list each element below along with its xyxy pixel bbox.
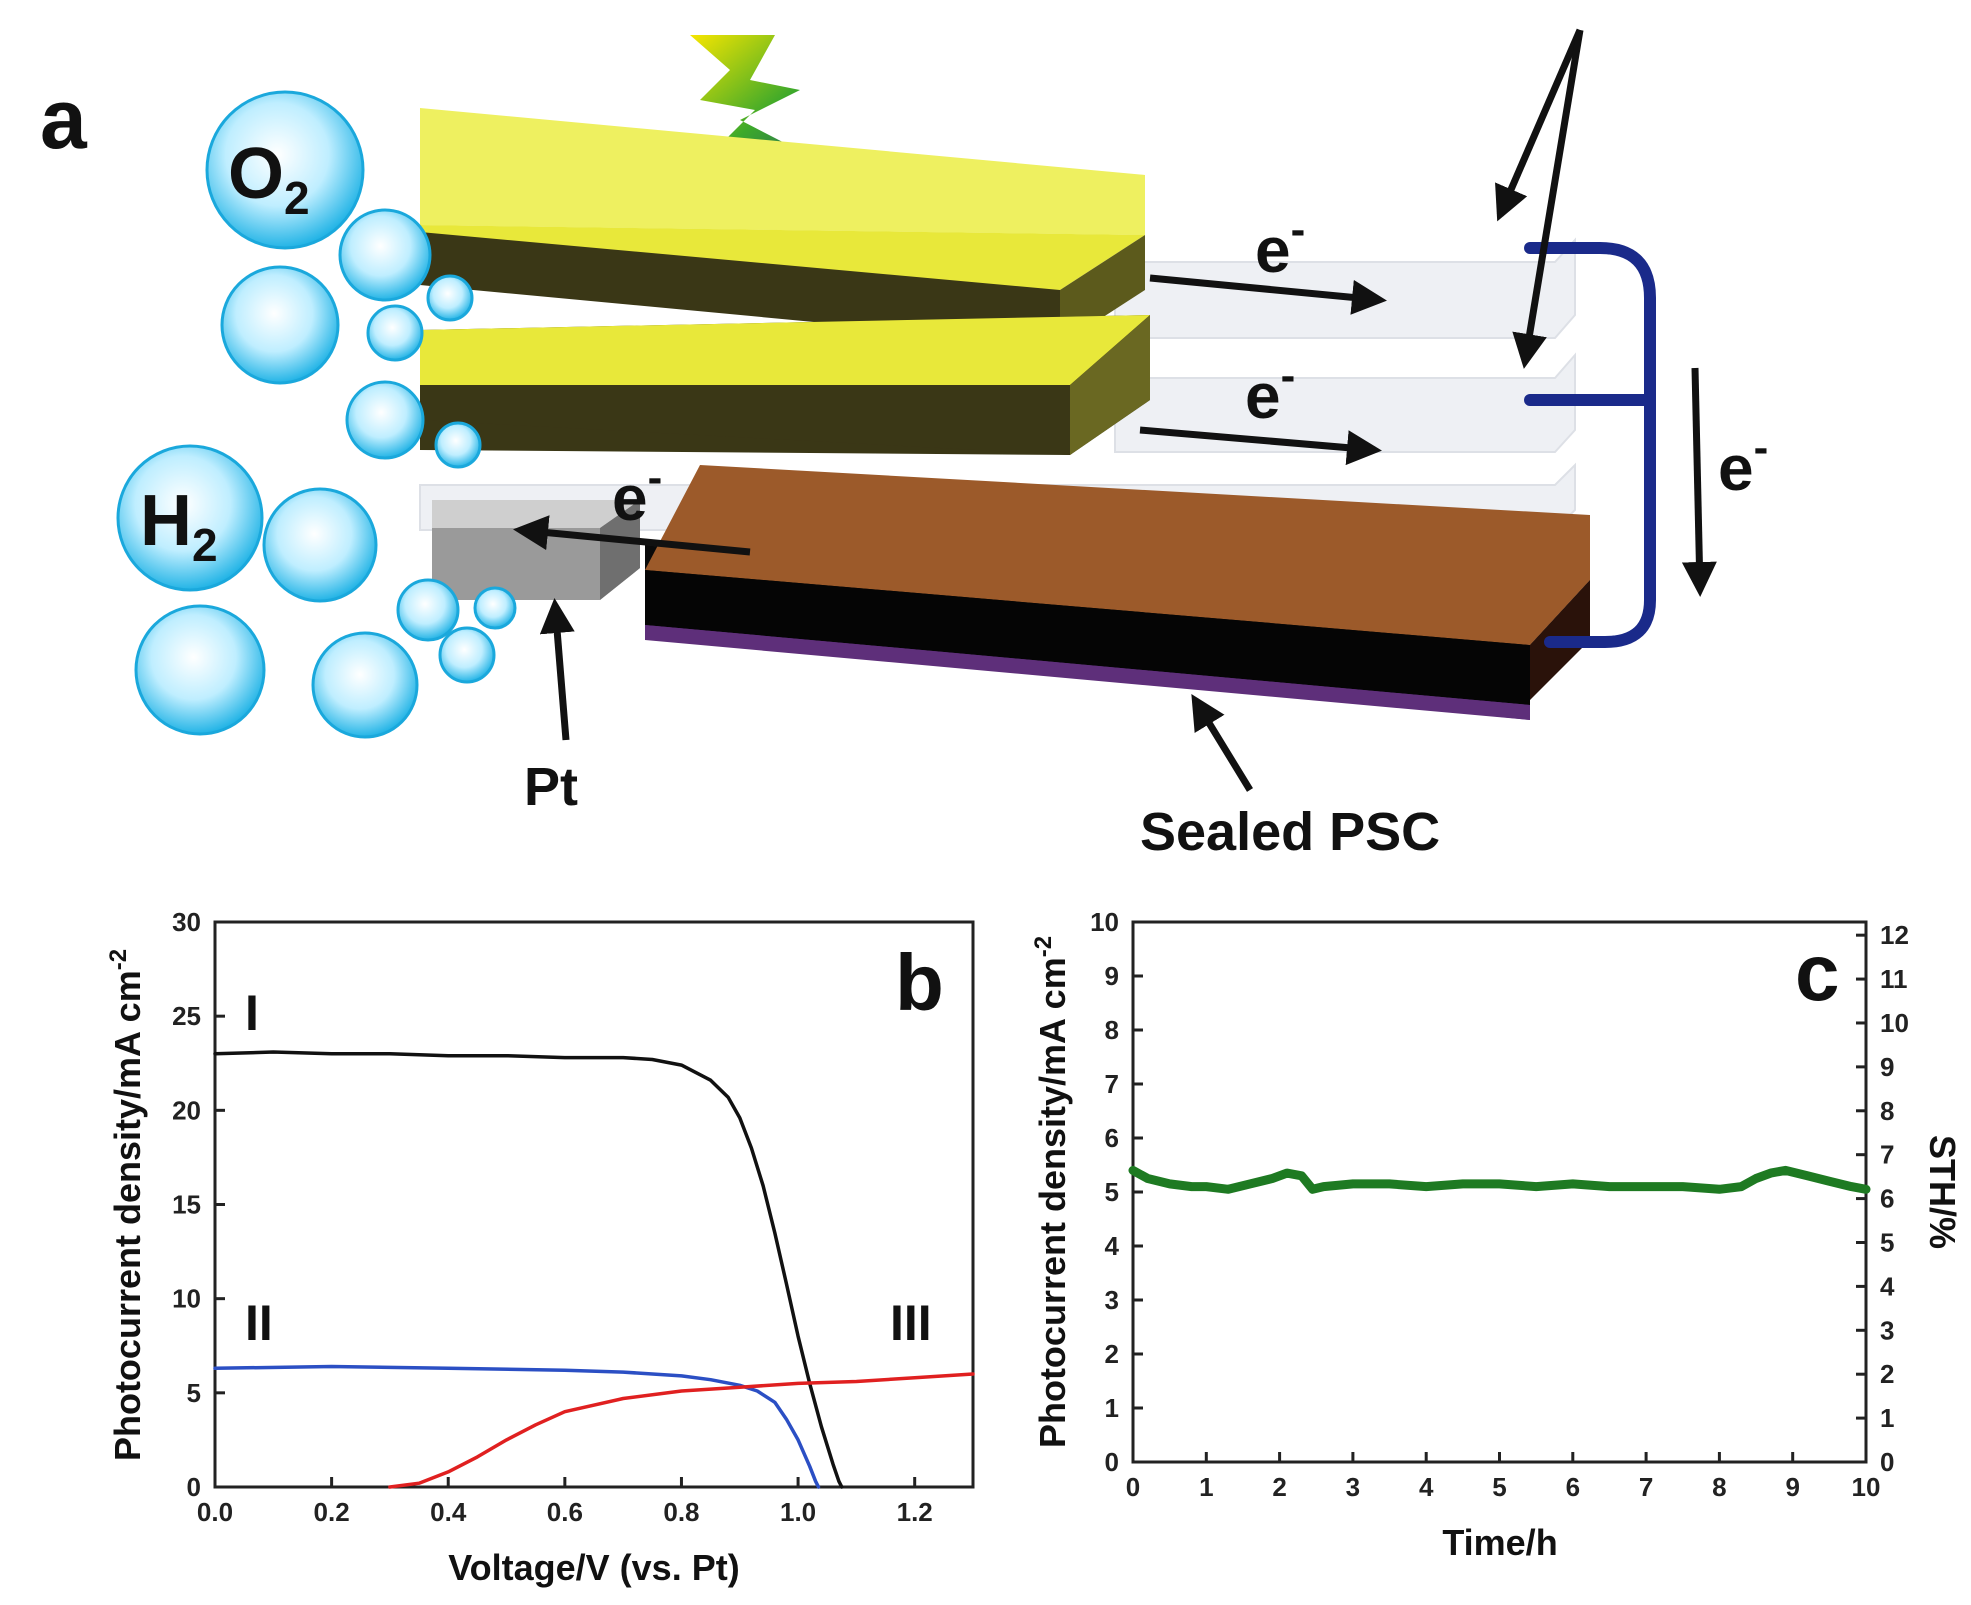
x-tick-label: 1 <box>1199 1472 1213 1502</box>
x-tick-label: 0.0 <box>197 1497 233 1527</box>
photoanode-top <box>420 108 1145 345</box>
lightning-bolt-icon <box>690 35 880 192</box>
panel-c-series <box>1128 1165 1871 1194</box>
y-tick-label: 0 <box>1105 1447 1119 1477</box>
h2-label: H2 <box>140 481 218 571</box>
y-right-tick-label: 2 <box>1880 1359 1894 1389</box>
x-tick-label: 0 <box>1126 1472 1140 1502</box>
y-tick-label: 9 <box>1105 961 1119 991</box>
y-right-tick-label: 9 <box>1880 1052 1894 1082</box>
panel-c-ylabel: Photocurrent density/mA cm-2 <box>1030 936 1073 1448</box>
y-right-tick-label: 1 <box>1880 1403 1894 1433</box>
sealed-psc <box>645 465 1590 720</box>
x-tick-label: 0.8 <box>663 1497 699 1527</box>
x-tick-label: 6 <box>1566 1472 1580 1502</box>
h2-bubble <box>116 444 264 592</box>
electron-arrows <box>513 28 1717 792</box>
y-right-tick-label: 10 <box>1880 1008 1909 1038</box>
y-tick-label: 5 <box>1105 1177 1119 1207</box>
y-right-tick-label: 12 <box>1880 920 1909 950</box>
x-tick-label: 10 <box>1852 1472 1881 1502</box>
y-right-tick-label: 8 <box>1880 1096 1894 1126</box>
y-tick-label: 15 <box>172 1190 201 1220</box>
series-line-0 <box>1128 1165 1871 1194</box>
y-right-tick-label: 0 <box>1880 1447 1894 1477</box>
y-right-tick-label: 5 <box>1880 1227 1894 1257</box>
panel-b-ylabel: Photocurrent density/mA cm-2 <box>105 949 148 1461</box>
external-wire <box>1524 242 1656 648</box>
y-tick-label: 10 <box>1090 907 1119 937</box>
x-tick-label: 0.4 <box>430 1497 467 1527</box>
panel-b-letter: b <box>895 938 944 1027</box>
x-tick-label: 5 <box>1492 1472 1506 1502</box>
y-right-tick-label: 3 <box>1880 1315 1894 1345</box>
panel-b-series <box>213 1050 975 1489</box>
x-tick-label: 8 <box>1712 1472 1726 1502</box>
y-tick-label: 2 <box>1105 1339 1119 1369</box>
panel-b-xlabel: Voltage/V (vs. Pt) <box>448 1547 739 1588</box>
panel-c-ylabel-right: STH/% <box>1922 1135 1963 1249</box>
x-tick-label: 9 <box>1785 1472 1799 1502</box>
panel-c-letter: c <box>1795 928 1840 1017</box>
glass-electrode-middle <box>1114 352 1576 453</box>
y-tick-label: 25 <box>172 1001 201 1031</box>
gas-bubbles <box>116 90 517 739</box>
y-tick-label: 10 <box>172 1284 201 1314</box>
series-label-I: I <box>245 985 259 1041</box>
series-line-0 <box>213 1050 844 1489</box>
series-label-II: II <box>245 1295 273 1351</box>
series-line-2 <box>388 1372 975 1489</box>
x-tick-label: 1.2 <box>897 1497 933 1527</box>
panel-b-ticks: 0.0 0.2 0.4 0.6 0.8 1.0 1.2 0 5 10 15 20 25 30 <box>172 907 933 1527</box>
panel-b-chart: 0.0 0.2 0.4 0.6 0.8 1.0 1.2 0 5 10 15 20 25 30 b I II… <box>105 907 975 1588</box>
y-tick-label: 3 <box>1105 1285 1119 1315</box>
electron-label-top: e- <box>1255 205 1305 286</box>
photoanode-middle <box>420 315 1150 455</box>
x-tick-label: 0.6 <box>547 1497 583 1527</box>
x-tick-label: 1.0 <box>780 1497 816 1527</box>
y-right-tick-label: 6 <box>1880 1184 1894 1214</box>
panel-c-chart: 0 1 2 3 4 5 6 7 8 9 100123456789100123456789101112… <box>1030 907 1963 1563</box>
x-tick-label: 3 <box>1346 1472 1360 1502</box>
electron-label-pt: e- <box>612 453 662 534</box>
electron-label-middle: e- <box>1245 351 1295 432</box>
y-right-tick-label: 4 <box>1880 1271 1895 1301</box>
o2-bubble <box>205 90 365 250</box>
y-right-tick-label: 11 <box>1880 964 1908 994</box>
panel-c-plot-area <box>1131 920 1868 1464</box>
pt-electrode <box>432 500 640 600</box>
x-tick-label: 2 <box>1272 1472 1286 1502</box>
panel-a-diagram: a <box>40 28 1768 862</box>
pt-label: Pt <box>524 757 578 817</box>
y-right-tick-label: 7 <box>1880 1140 1894 1170</box>
series-line-1 <box>213 1364 821 1489</box>
panel-c-xlabel: Time/h <box>1442 1522 1557 1563</box>
y-tick-label: 6 <box>1105 1123 1119 1153</box>
x-tick-label: 7 <box>1639 1472 1653 1502</box>
series-label-III: III <box>890 1295 932 1351</box>
y-tick-label: 20 <box>172 1095 201 1125</box>
x-tick-label: 4 <box>1419 1472 1434 1502</box>
glass-electrode-top <box>1114 237 1576 339</box>
sealed-psc-label: Sealed PSC <box>1140 802 1440 862</box>
y-tick-label: 30 <box>172 907 201 937</box>
electron-label-wire: e- <box>1718 423 1768 504</box>
x-tick-label: 0.2 <box>314 1497 350 1527</box>
y-tick-label: 5 <box>187 1378 201 1408</box>
y-tick-label: 1 <box>1105 1393 1119 1423</box>
y-tick-label: 7 <box>1105 1069 1119 1099</box>
panel-a-letter: a <box>40 72 88 166</box>
panel-b-plot-area <box>213 920 975 1489</box>
y-tick-label: 8 <box>1105 1015 1119 1045</box>
o2-label: O2 <box>228 134 310 224</box>
y-tick-label: 0 <box>187 1472 201 1502</box>
y-tick-label: 4 <box>1105 1231 1120 1261</box>
